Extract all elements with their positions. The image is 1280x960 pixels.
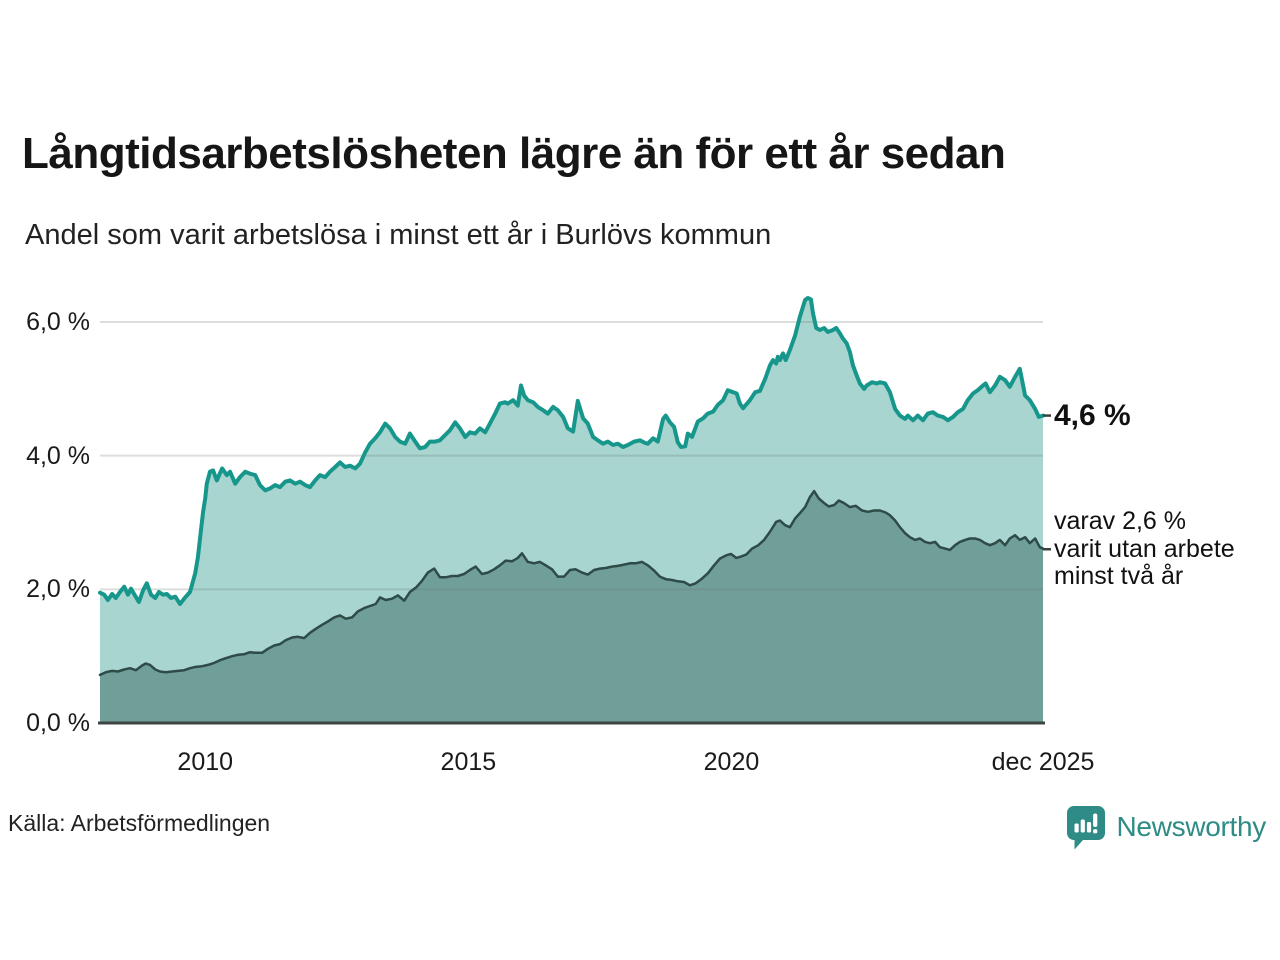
y-tick-label: 6,0 % [26, 308, 90, 337]
two-year-annotation-line1: varav 2,6 % [1054, 507, 1187, 536]
chart-lines [98, 296, 1045, 677]
page-title: Långtidsarbetslösheten lägre än för ett … [22, 129, 1006, 178]
chart-areas [100, 298, 1043, 723]
gridlines [100, 321, 1043, 591]
final-value-ticks [1043, 414, 1051, 551]
two-year-annotation: varav 2,6 % varit utan arbete minst två … [1054, 508, 1235, 591]
two-year-annotation-line3: minst två år [1054, 562, 1184, 591]
brand-logo: Newsworthy [1065, 804, 1266, 850]
newsworthy-icon [1066, 806, 1105, 850]
x-tick-label: 2020 [703, 748, 760, 776]
area-two-year-unemployed [100, 491, 1043, 723]
x-tick-label: 2010 [177, 748, 234, 776]
two-year-annotation-line2: varit utan arbete [1054, 534, 1235, 563]
x-tick-label: 2015 [440, 748, 497, 776]
brand-name: Newsworthy [1116, 811, 1267, 842]
line-total-unemployed [98, 296, 1045, 606]
y-tick-label: 0,0 % [26, 709, 90, 737]
final-value-label: 4,6 % [1054, 398, 1131, 432]
y-tick-label: 4,0 % [26, 441, 90, 470]
chart-subtitle: Andel som varit arbetslösa i minst ett å… [25, 219, 772, 251]
line-two-year-unemployed [98, 489, 1045, 677]
source-text: Källa: Arbetsförmedlingen [8, 810, 271, 836]
y-tick-label: 2,0 % [26, 575, 90, 604]
x-tick-label: dec 2025 [991, 748, 1095, 776]
